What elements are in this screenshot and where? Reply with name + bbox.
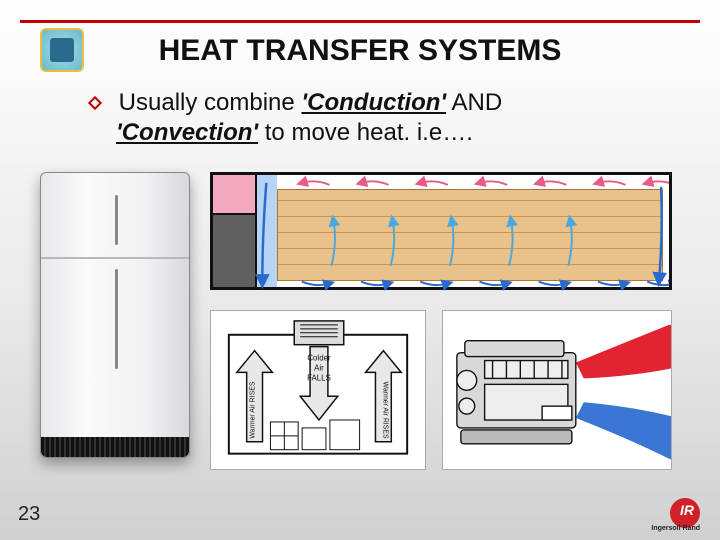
bullet-mid: AND bbox=[446, 89, 502, 116]
label-cold-air: Colder bbox=[307, 354, 331, 363]
slide-title: HEAT TRANSFER SYSTEMS bbox=[0, 34, 720, 68]
refrigerator-illustration bbox=[40, 172, 190, 458]
term-convection: 'Convection' bbox=[116, 119, 258, 146]
bullet-diamond-icon bbox=[88, 96, 102, 110]
label-warm-left: Warmer Air RISES bbox=[250, 381, 257, 438]
svg-text:Air: Air bbox=[314, 363, 324, 372]
accent-top-bar bbox=[20, 20, 700, 23]
room-evaporator-diagram: Colder Air FALLS Warmer Air RISES Warmer… bbox=[210, 310, 426, 470]
brand-logo: IR Ingersoll Rand bbox=[646, 498, 700, 530]
svg-text:FALLS: FALLS bbox=[307, 373, 331, 382]
trailer-airflow-diagram bbox=[210, 172, 672, 290]
bullet-pre: Usually combine bbox=[119, 89, 302, 116]
bullet-post: to move heat. i.e…. bbox=[258, 119, 473, 146]
label-warm-right: Warmer Air RISES bbox=[381, 382, 388, 439]
engine-cooling-diagram bbox=[442, 310, 672, 470]
brand-name: Ingersoll Rand bbox=[651, 525, 700, 532]
brand-initials: IR bbox=[680, 502, 694, 518]
bullet-text: Usually combine 'Conduction' AND 'Convec… bbox=[90, 88, 660, 148]
term-conduction: 'Conduction' bbox=[301, 89, 446, 116]
page-number: 23 bbox=[18, 503, 40, 526]
trailer-arrows bbox=[213, 175, 669, 291]
